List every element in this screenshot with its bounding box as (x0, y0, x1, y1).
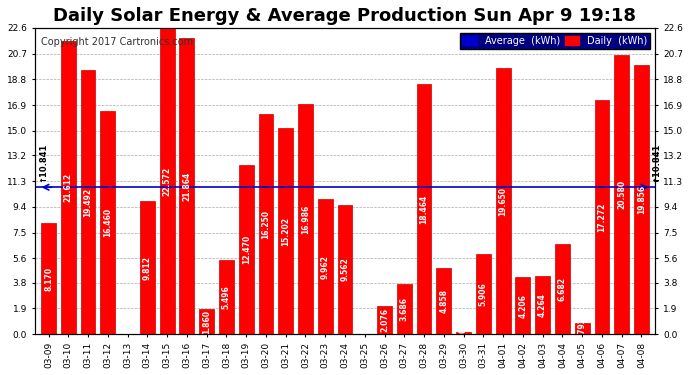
Text: 0.792: 0.792 (578, 317, 586, 341)
Bar (318, 199, 333, 334)
Legend: Average  (kWh), Daily  (kWh): Average (kWh), Daily (kWh) (460, 33, 651, 49)
Text: 12.470: 12.470 (241, 235, 250, 264)
Text: 18.464: 18.464 (420, 194, 428, 224)
Text: 9.812: 9.812 (143, 256, 152, 280)
Text: 9.562: 9.562 (340, 258, 350, 281)
Text: 1.860: 1.860 (202, 310, 211, 334)
Text: 16.460: 16.460 (104, 208, 112, 237)
Bar (337, 205, 353, 334)
Bar (199, 309, 214, 334)
Text: 21.864: 21.864 (182, 171, 191, 201)
Text: 17.272: 17.272 (598, 202, 607, 232)
Bar (81, 70, 95, 334)
Text: 3.686: 3.686 (400, 297, 408, 321)
Bar (634, 65, 649, 334)
Bar (179, 38, 195, 334)
Bar (101, 111, 115, 334)
Bar (575, 323, 589, 334)
Bar (377, 306, 392, 334)
Text: 5.906: 5.906 (479, 282, 488, 306)
Bar (41, 224, 56, 334)
Bar (259, 114, 273, 334)
Bar (298, 104, 313, 334)
Text: 0.000: 0.000 (123, 309, 132, 333)
Bar (219, 260, 234, 334)
Text: 5.496: 5.496 (222, 285, 231, 309)
Text: 16.250: 16.250 (262, 210, 270, 238)
Bar (397, 284, 412, 334)
Bar (159, 28, 175, 334)
Text: 19.856: 19.856 (637, 185, 646, 214)
Text: 9.962: 9.962 (321, 255, 330, 279)
Title: Daily Solar Energy & Average Production Sun Apr 9 19:18: Daily Solar Energy & Average Production … (54, 7, 636, 25)
Bar (476, 254, 491, 334)
Bar (595, 100, 609, 334)
Bar (140, 201, 155, 334)
Text: 21.612: 21.612 (63, 173, 73, 202)
Text: 20.580: 20.580 (617, 180, 627, 209)
Text: ↑10.841: ↑10.841 (651, 142, 660, 182)
Text: 6.682: 6.682 (558, 277, 567, 301)
Text: 8.170: 8.170 (44, 267, 53, 291)
Text: 0.000: 0.000 (360, 309, 369, 333)
Text: 0.192: 0.192 (459, 309, 468, 333)
Text: 22.572: 22.572 (163, 166, 172, 196)
Text: Copyright 2017 Cartronics.com: Copyright 2017 Cartronics.com (41, 37, 193, 47)
Bar (535, 276, 550, 334)
Bar (555, 244, 570, 334)
Bar (495, 68, 511, 334)
Bar (61, 41, 76, 334)
Text: 2.076: 2.076 (380, 308, 389, 332)
Bar (456, 332, 471, 334)
Bar (614, 55, 629, 334)
Bar (239, 165, 254, 334)
Text: 15.202: 15.202 (282, 217, 290, 246)
Text: 19.492: 19.492 (83, 188, 92, 217)
Text: 19.650: 19.650 (499, 186, 508, 216)
Bar (417, 84, 431, 334)
Text: ↑10.841: ↑10.841 (39, 142, 48, 182)
Text: 16.986: 16.986 (301, 204, 310, 234)
Text: 4.858: 4.858 (440, 289, 449, 313)
Text: 4.206: 4.206 (518, 294, 527, 318)
Bar (436, 268, 451, 334)
Text: 4.264: 4.264 (538, 293, 547, 317)
Bar (278, 128, 293, 334)
Bar (515, 277, 531, 334)
